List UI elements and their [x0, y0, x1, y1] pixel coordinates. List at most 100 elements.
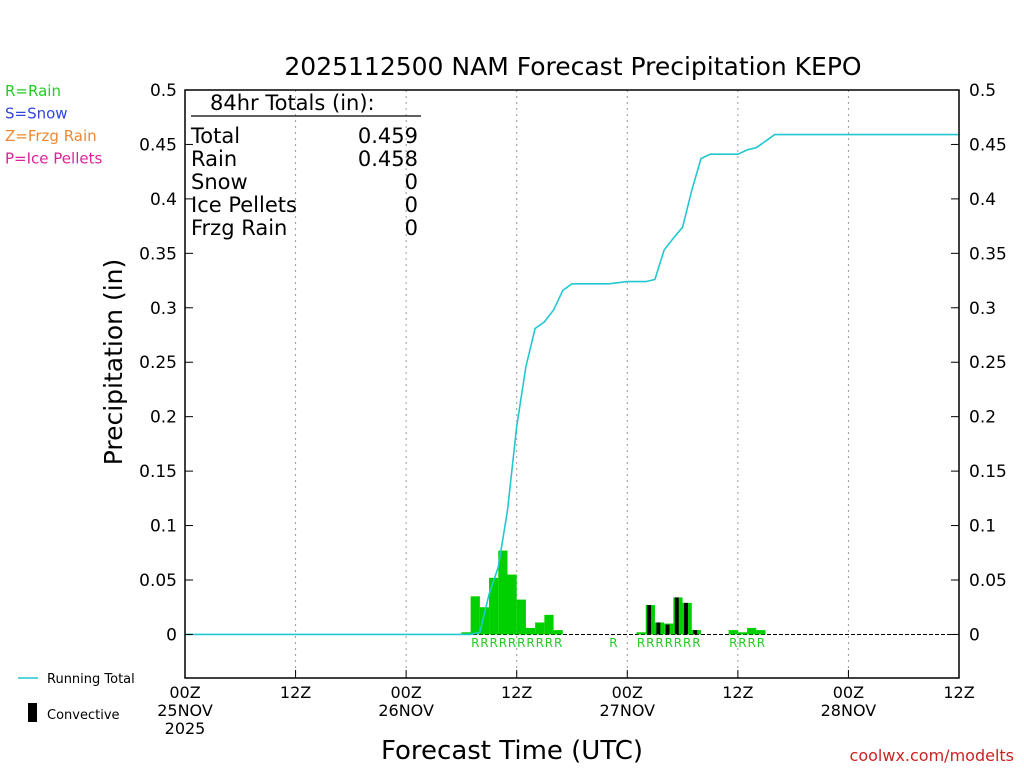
precip-type-mark-9: R [554, 636, 562, 650]
x-tick-label-2-0: 00Z [390, 683, 421, 702]
totals-row-label-3: Ice Pellets [191, 193, 297, 217]
convective-bar-2 [665, 624, 670, 635]
precip-bar-18 [728, 630, 738, 635]
totals-row-label-0: Total [190, 124, 240, 148]
x-tick-label-0-2: 2025 [165, 719, 206, 738]
plot-frame [184, 89, 960, 679]
totals-row-label-1: Rain [191, 147, 237, 171]
x-tick-label-4-0: 00Z [612, 683, 643, 702]
x-tick-label-0-1: 25NOV [157, 701, 213, 720]
convective-legend-swatch [28, 703, 37, 722]
y-tick-label-right-7: 0.35 [969, 244, 1007, 264]
x-tick-label-3-0: 12Z [501, 683, 532, 702]
precip-type-legend: R=Rain S=Snow Z=Frzg Rain P=Ice Pellets [5, 82, 102, 168]
totals-row-label-4: Frzg Rain [191, 216, 287, 240]
y-tick-label-right-4: 0.2 [969, 408, 996, 428]
precip-type-mark-1: R [480, 636, 488, 650]
precip-type-mark-13: R [655, 636, 663, 650]
precip-type-mark-4: R [508, 636, 516, 650]
precip-type-mark-21: R [757, 636, 765, 650]
y-tick-label-left-8: 0.4 [150, 190, 177, 210]
precip-bars [461, 550, 766, 635]
convective-bars [647, 597, 698, 635]
y-tick-label-right-5: 0.25 [969, 353, 1007, 373]
precip-bar-11 [636, 632, 646, 635]
y-tick-label-left-3: 0.15 [139, 462, 177, 482]
credit-text: coolwx.com/modelts [850, 746, 1014, 765]
precip-bar-21 [756, 630, 766, 635]
convective-bar-5 [693, 630, 698, 635]
y-tick-label-left-2: 0.1 [150, 517, 177, 537]
series-legend: Running Total Convective [18, 672, 135, 723]
type-legend-item-0: R=Rain [5, 82, 61, 100]
convective-bar-1 [656, 622, 661, 635]
precip-bar-8 [535, 622, 545, 635]
totals-row-label-2: Snow [191, 170, 248, 194]
x-axis-label: Forecast Time (UTC) [381, 736, 643, 766]
precip-type-mark-14: R [665, 636, 673, 650]
precip-type-mark-0: R [471, 636, 479, 650]
x-tick-label-4-1: 27NOV [599, 701, 655, 720]
running-total-layer [185, 133, 959, 636]
precip-type-mark-5: R [517, 636, 525, 650]
x-tick-label-5-0: 12Z [722, 683, 753, 702]
precip-bar-9 [544, 614, 554, 635]
y-tick-label-left-7: 0.35 [139, 244, 177, 264]
y-tick-label-right-3: 0.15 [969, 462, 1007, 482]
x-tick-label-6-0: 00Z [833, 683, 864, 702]
totals-row-value-0: 0.459 [358, 124, 418, 148]
precip-bar-6 [516, 599, 526, 635]
y-tick-label-right-2: 0.1 [969, 517, 996, 537]
y-tick-label-right-6: 0.3 [969, 299, 996, 319]
x-tick-label-2-1: 26NOV [378, 701, 434, 720]
precip-type-mark-15: R [674, 636, 682, 650]
type-legend-item-3: P=Ice Pellets [5, 150, 102, 168]
precip-bar-10 [553, 630, 563, 635]
y-axis-label: Precipitation (in) [99, 259, 128, 466]
totals-box: 84hr Totals (in): Total 0.459 Rain 0.458 Sno… [190, 91, 421, 240]
x-tick-label-0-0: 00Z [169, 683, 200, 702]
precip-type-mark-17: R [692, 636, 700, 650]
y-tick-label-right-1: 0.05 [969, 571, 1007, 591]
precip-bar-20 [747, 627, 757, 635]
type-legend-item-2: Z=Frzg Rain [5, 127, 97, 145]
x-tick-label-1-0: 12Z [280, 683, 311, 702]
chart-title: 2025112500 NAM Forecast Precipitation KE… [284, 52, 861, 81]
precip-type-mark-3: R [499, 636, 507, 650]
precip-bar-4 [498, 550, 508, 635]
precip-bar-2 [479, 607, 490, 635]
precip-type-mark-20: R [748, 636, 756, 650]
y-tick-label-right-8: 0.4 [969, 190, 996, 210]
y-tick-label-left-4: 0.2 [150, 408, 177, 428]
y-tick-label-left-0: 0 [166, 625, 177, 645]
precip-type-mark-6: R [526, 636, 534, 650]
totals-row-value-3: 0 [405, 193, 418, 217]
convective-bar-0 [647, 605, 652, 635]
precip-type-mark-18: R [729, 636, 737, 650]
precip-bar-5 [507, 574, 517, 635]
precip-bar-19 [737, 632, 748, 635]
convective-bar-3 [674, 597, 679, 635]
precip-bar-0 [461, 632, 471, 635]
totals-row-value-2: 0 [405, 170, 418, 194]
precip-type-mark-19: R [738, 636, 746, 650]
y-tick-label-left-6: 0.3 [150, 299, 177, 319]
y-axis-ticks: 0 00.05 0.050.1 0.10.15 0.150.2 0.20.25 0.250.… [139, 81, 1007, 645]
precip-type-mark-11: R [637, 636, 645, 650]
y-tick-label-left-1: 0.05 [139, 571, 177, 591]
y-tick-label-left-9: 0.45 [139, 135, 177, 155]
precip-type-mark-8: R [545, 636, 553, 650]
type-legend-item-1: S=Snow [5, 105, 68, 123]
convective-bar-4 [684, 602, 688, 635]
precip-type-mark-2: R [490, 636, 498, 650]
totals-header: 84hr Totals (in): [210, 91, 375, 115]
gridlines [185, 90, 959, 678]
x-tick-label-6-1: 28NOV [821, 701, 877, 720]
running-total-legend-label: Running Total [47, 672, 135, 687]
precip-bar-7 [525, 627, 536, 635]
precip-type-mark-10: R [609, 636, 617, 650]
precip-type-mark-16: R [683, 636, 691, 650]
